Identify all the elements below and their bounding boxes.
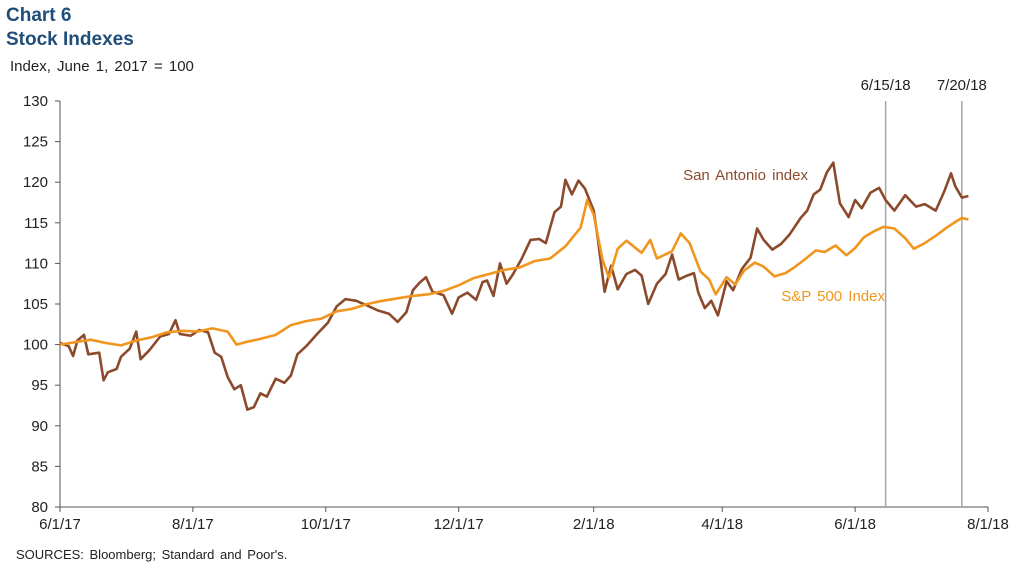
x-tick-label: 8/1/17 [172,516,214,533]
series-label-san-antonio: San Antonio index [683,167,808,184]
x-tick-label: 8/1/18 [967,516,1009,533]
y-tick-label: 120 [23,174,48,191]
y-tick-label: 95 [31,377,48,394]
y-tick-label: 100 [23,337,48,354]
chart-title: Stock Indexes [6,29,134,50]
y-tick-label: 130 [23,93,48,110]
series-line-sp500 [59,198,969,347]
y-tick-label: 85 [31,458,48,475]
x-tick-label: 12/1/17 [434,516,484,533]
x-tick-label: 6/1/17 [39,516,81,533]
y-tick-label: 90 [31,418,48,435]
y-tick-label: 125 [23,134,48,151]
y-tick-label: 115 [24,215,48,232]
x-tick-label: 10/1/17 [301,516,351,533]
y-tick-label: 105 [23,296,48,313]
series-label-sp500: S&P 500 Index [781,288,885,305]
y-tick-label: 80 [31,499,48,516]
y-axis-unit-label: Index, June 1, 2017 = 100 [10,58,194,75]
marker-label: 7/20/18 [937,77,987,94]
x-tick-label: 6/1/18 [834,516,876,533]
chart-number: Chart 6 [6,5,72,26]
x-tick-label: 2/1/18 [573,516,615,533]
series-line-san-antonio [59,161,969,411]
source-note: SOURCES: Bloomberg; Standard and Poor's. [16,547,288,562]
y-tick-label: 110 [24,255,48,272]
marker-label: 6/15/18 [861,77,911,94]
x-tick-label: 4/1/18 [701,516,743,533]
